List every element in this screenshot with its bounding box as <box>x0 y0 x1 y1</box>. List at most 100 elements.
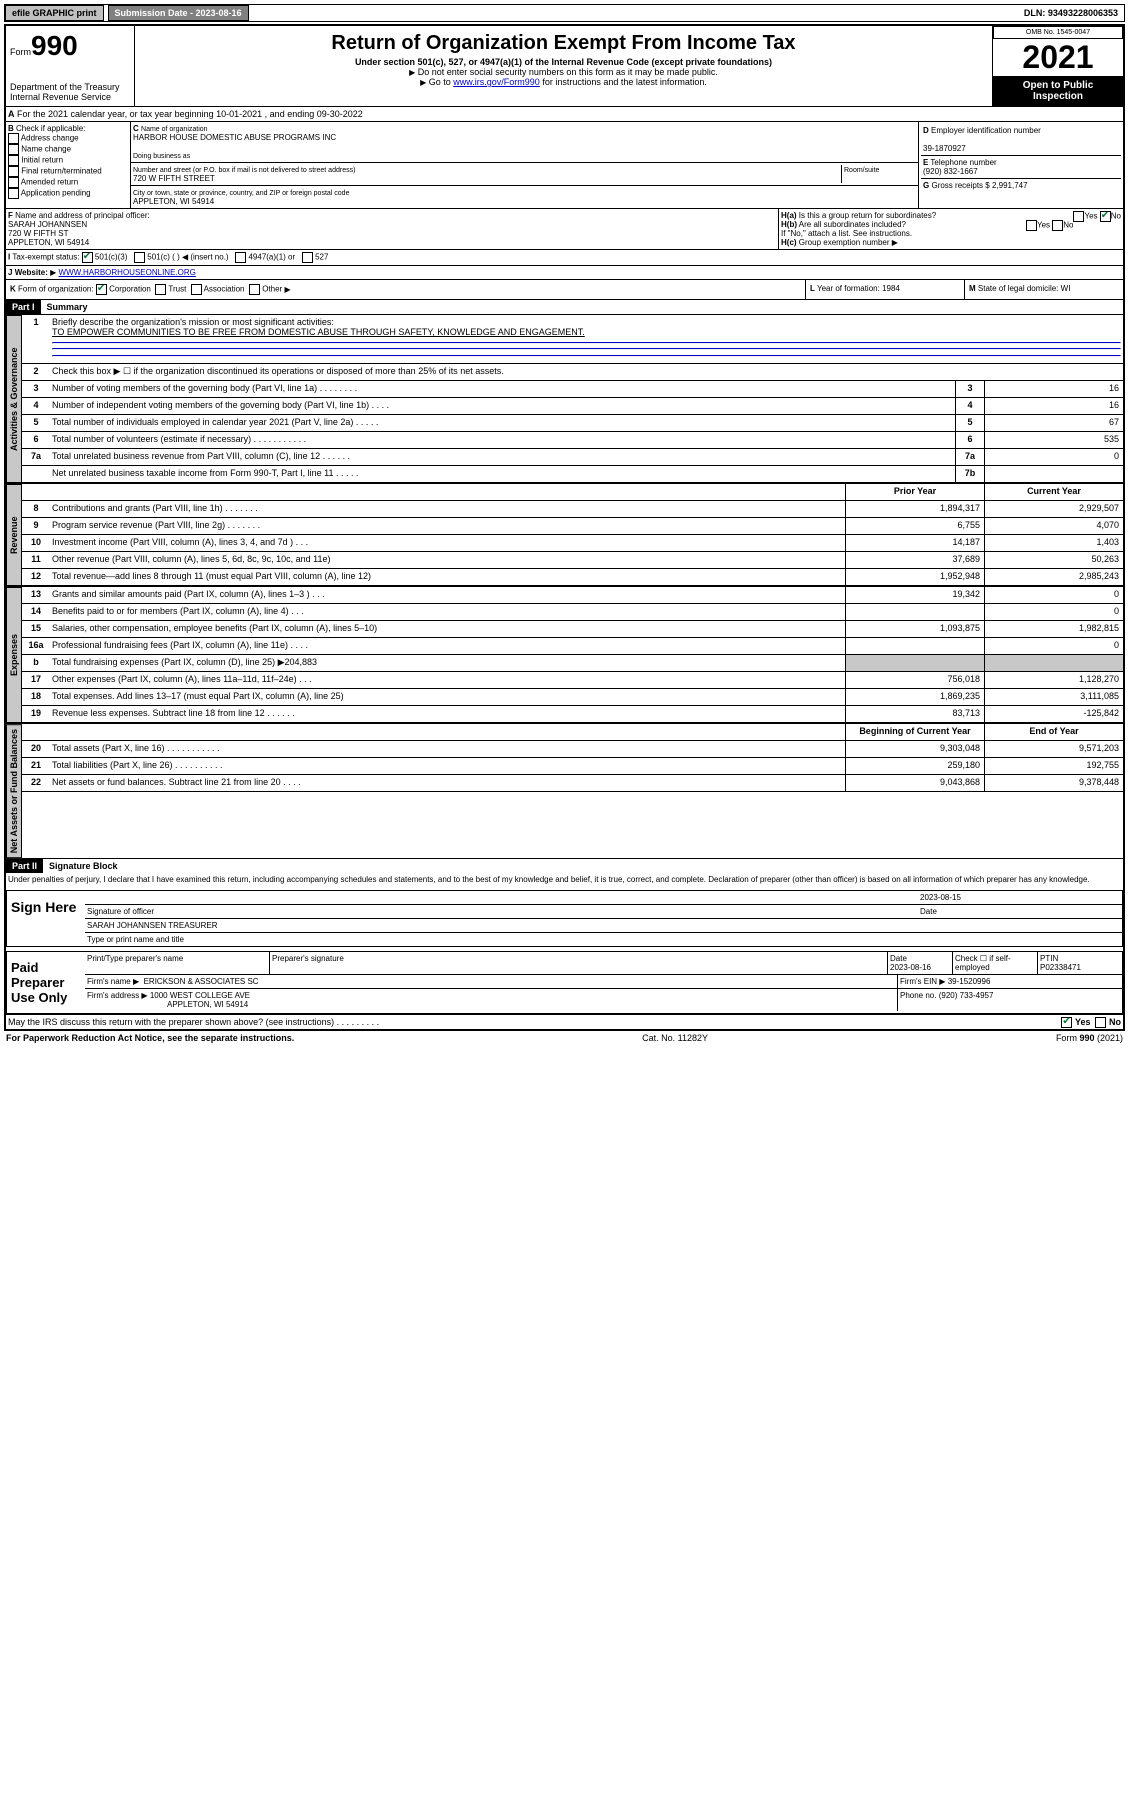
section-d-g: D Employer identification number39-18709… <box>918 122 1123 208</box>
l20-current: 9,571,203 <box>984 741 1123 757</box>
check-address-change[interactable] <box>8 133 19 144</box>
firm-name: ERICKSON & ASSOCIATES SC <box>144 977 259 986</box>
l14-current: 0 <box>984 604 1123 620</box>
paid-preparer-section: Paid Preparer Use Only Print/Type prepar… <box>6 951 1123 1014</box>
sign-here-section: Sign Here 2023-08-15 Signature of office… <box>6 890 1123 947</box>
tax-year: 2021 <box>993 39 1123 76</box>
org-name: HARBOR HOUSE DOMESTIC ABUSE PROGRAMS INC <box>133 133 336 142</box>
form-container: Form990 Department of the Treasury Inter… <box>4 24 1125 1031</box>
section-j: J Website: WWW.HARBORHOUSEONLINE.ORG <box>6 266 1123 280</box>
irs-link[interactable]: www.irs.gov/Form990 <box>453 77 540 87</box>
net-assets-section: Net Assets or Fund Balances Beginning of… <box>6 724 1123 859</box>
ha-yes[interactable] <box>1073 211 1084 222</box>
l10-current: 1,403 <box>984 535 1123 551</box>
page-footer: For Paperwork Reduction Act Notice, see … <box>4 1031 1125 1045</box>
check-initial-return[interactable] <box>8 155 19 166</box>
year-formation: 1984 <box>882 284 900 293</box>
l11-prior: 37,689 <box>845 552 984 568</box>
website-link[interactable]: WWW.HARBORHOUSEONLINE.ORG <box>59 268 196 277</box>
l22-current: 9,378,448 <box>984 775 1123 791</box>
hb-yes[interactable] <box>1026 220 1037 231</box>
l15-current: 1,982,815 <box>984 621 1123 637</box>
l8-prior: 1,894,317 <box>845 501 984 517</box>
l13-prior: 19,342 <box>845 587 984 603</box>
check-501c[interactable] <box>134 252 145 263</box>
note-ssn: Do not enter social security numbers on … <box>139 67 988 77</box>
check-501c3[interactable] <box>82 252 93 263</box>
l15-prior: 1,093,875 <box>845 621 984 637</box>
check-final-return[interactable] <box>8 166 19 177</box>
officer-sig-name: SARAH JOHANNSEN TREASURER <box>87 921 218 930</box>
footer-mid: Cat. No. 11282Y <box>642 1033 708 1043</box>
end-year-header: End of Year <box>984 724 1123 740</box>
dln: DLN: 93493228006353 <box>1018 6 1124 20</box>
section-c: C Name of organizationHARBOR HOUSE DOMES… <box>131 122 918 208</box>
discuss-no[interactable] <box>1095 1017 1106 1028</box>
section-f: F Name and address of principal officer:… <box>6 209 779 249</box>
firm-ein: 39-1520996 <box>948 977 991 986</box>
section-b-g: B Check if applicable: Address change Na… <box>6 122 1123 209</box>
ein: 39-1870927 <box>923 144 966 153</box>
l17-prior: 756,018 <box>845 672 984 688</box>
org-city: APPLETON, WI 54914 <box>133 197 214 206</box>
l11-current: 50,263 <box>984 552 1123 568</box>
l9-prior: 6,755 <box>845 518 984 534</box>
check-application-pending[interactable] <box>8 188 19 199</box>
line-a: A For the 2021 calendar year, or tax yea… <box>6 107 1123 122</box>
check-association[interactable] <box>191 284 202 295</box>
expenses-section: Expenses 13Grants and similar amounts pa… <box>6 587 1123 724</box>
l13-current: 0 <box>984 587 1123 603</box>
l16a-current: 0 <box>984 638 1123 654</box>
firm-address: 1000 WEST COLLEGE AVE <box>150 991 250 1000</box>
sign-here-label: Sign Here <box>7 891 85 946</box>
check-name-change[interactable] <box>8 144 19 155</box>
check-corporation[interactable] <box>96 284 107 295</box>
l21-current: 192,755 <box>984 758 1123 774</box>
val-4: 16 <box>984 398 1123 414</box>
legal-domicile: WI <box>1061 284 1071 293</box>
val-5: 67 <box>984 415 1123 431</box>
l8-current: 2,929,507 <box>984 501 1123 517</box>
mission-text: TO EMPOWER COMMUNITIES TO BE FREE FROM D… <box>52 327 585 337</box>
revenue-section: Revenue Prior YearCurrent Year 8Contribu… <box>6 484 1123 587</box>
vert-activities: Activities & Governance <box>6 315 22 483</box>
discuss-row: May the IRS discuss this return with the… <box>6 1014 1123 1029</box>
check-trust[interactable] <box>155 284 166 295</box>
l17-current: 1,128,270 <box>984 672 1123 688</box>
form-title: Return of Organization Exempt From Incom… <box>139 32 988 55</box>
l20-prior: 9,303,048 <box>845 741 984 757</box>
submission-date: Submission Date - 2023-08-16 <box>108 5 249 21</box>
val-7b <box>984 466 1123 482</box>
vert-net-assets: Net Assets or Fund Balances <box>6 724 22 858</box>
l16b-prior-shaded <box>845 655 984 671</box>
open-public: Open to Public Inspection <box>993 76 1123 106</box>
top-bar: efile GRAPHIC print Submission Date - 20… <box>4 4 1125 22</box>
l19-current: -125,842 <box>984 706 1123 722</box>
part-2-header: Part IISignature Block <box>6 859 1123 873</box>
l14-prior <box>845 604 984 620</box>
l22-prior: 9,043,868 <box>845 775 984 791</box>
firm-phone: (920) 733-4957 <box>939 991 994 1000</box>
check-527[interactable] <box>302 252 313 263</box>
room-suite: Room/suite <box>841 165 916 183</box>
footer-right: Form 990 (2021) <box>1056 1033 1123 1043</box>
l18-current: 3,111,085 <box>984 689 1123 705</box>
discuss-yes[interactable] <box>1061 1017 1072 1028</box>
section-i: I Tax-exempt status: 501(c)(3) 501(c) ( … <box>6 250 1123 266</box>
ha-no[interactable] <box>1100 211 1111 222</box>
dept-treasury: Department of the Treasury <box>10 82 130 92</box>
hb-no[interactable] <box>1052 220 1063 231</box>
vert-revenue: Revenue <box>6 484 22 586</box>
l16a-prior <box>845 638 984 654</box>
l9-current: 4,070 <box>984 518 1123 534</box>
check-other[interactable] <box>249 284 260 295</box>
section-f-h: F Name and address of principal officer:… <box>6 209 1123 250</box>
officer-name: SARAH JOHANNSEN <box>8 220 87 229</box>
paid-preparer-label: Paid Preparer Use Only <box>7 952 85 1013</box>
l12-current: 2,985,243 <box>984 569 1123 585</box>
check-amended-return[interactable] <box>8 177 19 188</box>
section-b: B Check if applicable: Address change Na… <box>6 122 131 208</box>
sig-date: 2023-08-15 <box>920 893 1120 902</box>
check-4947[interactable] <box>235 252 246 263</box>
efile-button[interactable]: efile GRAPHIC print <box>5 5 104 21</box>
